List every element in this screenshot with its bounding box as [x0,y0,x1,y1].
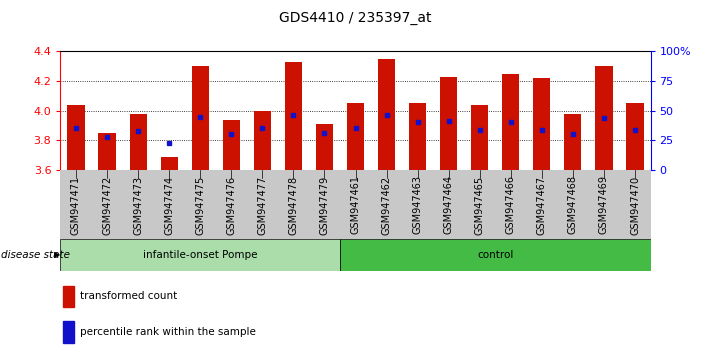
Bar [533,78,550,170]
Text: GSM947461: GSM947461 [351,176,360,234]
Text: GSM947462: GSM947462 [382,176,392,235]
Text: GDS4410 / 235397_at: GDS4410 / 235397_at [279,11,432,25]
Text: ▶: ▶ [54,250,60,259]
Bar [595,66,612,170]
Text: GSM947466: GSM947466 [506,176,515,234]
Text: control: control [477,250,513,260]
Bar [63,285,74,307]
Bar [63,321,74,343]
Text: GSM947468: GSM947468 [568,176,578,234]
Bar [254,110,271,170]
Bar [409,103,426,170]
Bar [316,124,333,170]
Text: percentile rank within the sample: percentile rank within the sample [80,327,255,337]
Text: GSM947477: GSM947477 [257,176,267,235]
Bar [347,103,364,170]
Bar [60,239,340,271]
Bar [129,114,146,170]
Text: GSM947470: GSM947470 [630,176,640,235]
Bar [502,74,519,170]
Text: GSM947478: GSM947478 [289,176,299,235]
Bar [626,103,643,170]
Bar [378,59,395,170]
Text: infantile-onset Pompe: infantile-onset Pompe [143,250,257,260]
Bar [99,133,116,170]
Text: GSM947475: GSM947475 [196,176,205,235]
Bar [223,120,240,170]
Text: GSM947463: GSM947463 [412,176,422,234]
Bar [285,62,302,170]
Text: disease state: disease state [1,250,70,260]
Text: GSM947471: GSM947471 [71,176,81,235]
Text: GSM947464: GSM947464 [444,176,454,234]
Text: GSM947469: GSM947469 [599,176,609,234]
Bar [161,156,178,170]
Text: GSM947465: GSM947465 [475,176,485,235]
Text: GSM947479: GSM947479 [319,176,329,235]
Text: transformed count: transformed count [80,291,177,301]
Text: GSM947473: GSM947473 [133,176,143,235]
Bar [340,239,651,271]
Bar [192,66,209,170]
Bar [565,114,582,170]
Text: GSM947474: GSM947474 [164,176,174,235]
Bar [440,76,457,170]
Text: GSM947476: GSM947476 [226,176,236,235]
Text: GSM947467: GSM947467 [537,176,547,235]
Text: GSM947472: GSM947472 [102,176,112,235]
Bar [471,105,488,170]
Bar [68,105,85,170]
